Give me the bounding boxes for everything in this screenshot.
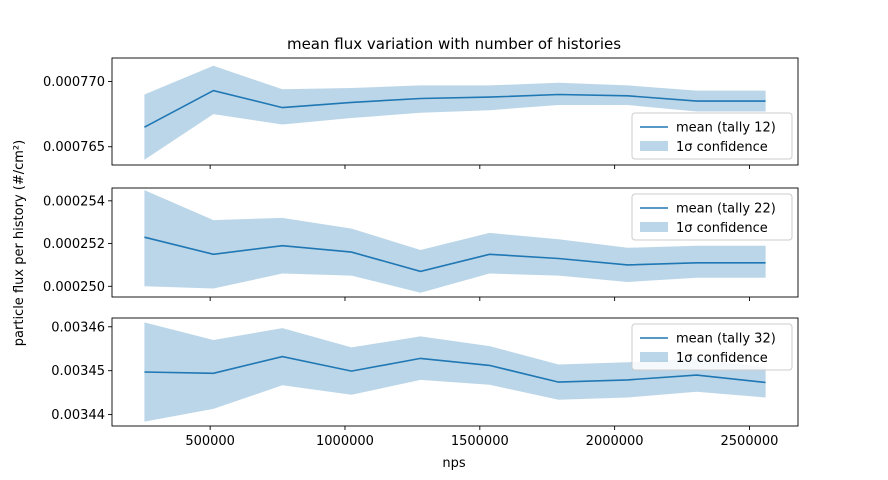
y-axis-label: particle flux per history (#/cm²): [12, 140, 27, 346]
confidence-band-3: [144, 322, 766, 422]
chart-title: mean flux variation with number of histo…: [287, 35, 621, 53]
axes-frame-2: [111, 187, 799, 298]
mean-line-3: [144, 355, 766, 384]
y-tick-label-1-1: 0.000770: [43, 75, 105, 90]
panel-2: 0.000250 0.000252 0.000254 mean (tally 22) 1…: [43, 187, 799, 301]
mean-line-2: [144, 236, 766, 273]
axes-frame-3: [111, 317, 799, 427]
axes-frame-1: [111, 57, 799, 166]
legend-box-2: [631, 193, 793, 241]
y-tick-label-2-1: 0.000252: [43, 237, 105, 252]
legend-1: mean (tally 12) 1σ confidence: [631, 112, 793, 160]
panel-1: 0.000765 0.000770 mean (tally 12) 1σ confid…: [43, 57, 799, 169]
y-tick-label-3-0: 0.00344: [51, 408, 105, 423]
y-tick-label-2-2: 0.000254: [43, 194, 105, 209]
subplot-panels: 0.000765 0.000770 mean (tally 12) 1σ confid…: [43, 57, 799, 449]
y-tick-label-2-0: 0.000250: [43, 280, 105, 295]
legend-3: mean (tally 32) 1σ confidence: [631, 323, 793, 371]
x-axis-label: nps: [442, 456, 465, 471]
y-tick-label-3-2: 0.00346: [51, 320, 105, 335]
legend-label-mean-2: mean (tally 22): [676, 202, 776, 217]
x-tick-label-3: 2000000: [586, 434, 644, 449]
legend-band-swatch-2: [640, 222, 668, 232]
y-tick-label-1-0: 0.000765: [43, 140, 105, 155]
legend-band-swatch-1: [640, 141, 668, 151]
y-tick-label-3-1: 0.00345: [51, 364, 105, 379]
x-tick-label-4: 2500000: [721, 434, 779, 449]
legend-box-1: [631, 112, 793, 160]
mean-line-1: [144, 89, 766, 128]
confidence-band-2: [144, 190, 766, 293]
x-tick-label-1: 1000000: [316, 434, 374, 449]
panel-3: 0.00344 0.00345 0.00346 500000 1000000 150000…: [51, 317, 799, 449]
legend-box-3: [631, 323, 793, 371]
legend-label-mean-1: mean (tally 12): [676, 121, 776, 136]
x-tick-label-0: 500000: [185, 434, 235, 449]
legend-label-band-1: 1σ confidence: [676, 140, 768, 155]
x-tick-label-2: 1500000: [451, 434, 509, 449]
legend-band-swatch-3: [640, 352, 668, 362]
legend-2: mean (tally 22) 1σ confidence: [631, 193, 793, 241]
legend-label-mean-3: mean (tally 32): [676, 332, 776, 347]
legend-label-band-3: 1σ confidence: [676, 351, 768, 366]
confidence-band-1: [144, 65, 766, 160]
legend-label-band-2: 1σ confidence: [676, 221, 768, 236]
